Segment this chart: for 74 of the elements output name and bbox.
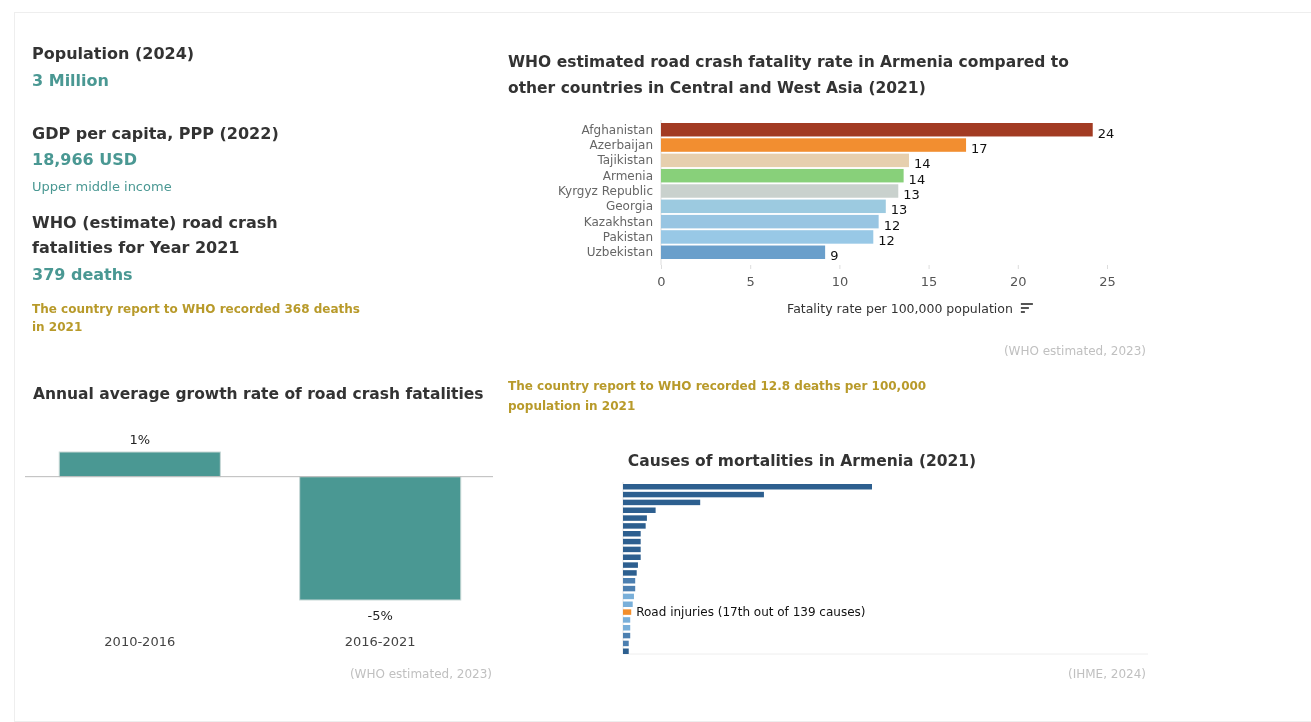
x-axis-title: Fatality rate per 100,000 population [787, 301, 1013, 316]
data-label: 13 [890, 202, 908, 218]
data-label: 12 [883, 217, 901, 233]
data-label: 17 [971, 141, 988, 157]
chart-title: Causes of mortalities in Armenia (2021) [627, 452, 977, 470]
text: GDP per capita, PPP (2022) [32, 122, 280, 145]
bar [623, 601, 633, 607]
bar [623, 578, 636, 584]
y-tick-label: Afghanistan [581, 122, 653, 137]
y-tick-label: Azerbaijan [589, 138, 653, 153]
data-label: 13 [903, 187, 920, 202]
y-tick-label: Kazakhstan [583, 214, 653, 229]
text: Population (2024) [32, 43, 196, 65]
text: (WHO estimated, 2023) [349, 667, 492, 681]
data-label: 24 [1097, 125, 1115, 141]
data-label: 12 [878, 232, 895, 248]
bar [661, 153, 909, 168]
bar [661, 138, 967, 152]
y-tick-label: Uzbekistan [586, 245, 653, 260]
x-tick-label: 20 [1010, 274, 1027, 290]
x-tick-label: 2010-2016 [104, 634, 176, 649]
x-tick-label: 15 [920, 274, 938, 290]
x-tick-label: 10 [831, 274, 849, 290]
bar [623, 554, 641, 560]
y-tick-label: Armenia [602, 168, 653, 183]
text: 3 Million [32, 69, 110, 92]
bar [623, 546, 641, 553]
bar [661, 184, 899, 198]
text: Upper middle income [32, 178, 173, 197]
bar [623, 562, 638, 568]
bar [623, 531, 641, 537]
data-label: 9 [830, 248, 839, 264]
x-tick-label: 2016-2021 [344, 634, 416, 649]
bar [623, 593, 634, 600]
y-tick-label: Georgia [605, 199, 653, 214]
data-label: 14 [913, 156, 931, 172]
bar [623, 538, 641, 545]
chart-title: Annual average growth rate of road crash fatalities [33, 385, 484, 403]
text: (IHME, 2024) [1067, 667, 1146, 681]
bar [623, 570, 637, 576]
bar [623, 609, 632, 615]
bar [661, 199, 886, 214]
bar [623, 499, 701, 506]
bar [623, 523, 646, 529]
x-tick-label: 5 [746, 274, 755, 290]
x-tick-label: 25 [1099, 274, 1116, 290]
bar [623, 484, 872, 490]
text: WHO (estimate) road crash fatalities for Year 2021 [32, 212, 279, 260]
bar [623, 648, 629, 654]
chart-title: WHO estimated road crash fatality rate in Armenia compared to other countries in Central and West Asia (2021) [508, 53, 1069, 97]
bar [623, 585, 636, 592]
bar [623, 640, 629, 647]
bar [623, 491, 764, 498]
y-tick-label: Pakistan [602, 229, 653, 244]
bar [661, 123, 1093, 137]
bar [623, 515, 647, 521]
bar [623, 617, 631, 623]
text: (WHO estimated, 2023) [1003, 344, 1146, 358]
y-tick-label: Tajikistan [596, 153, 653, 168]
data-label: 14 [908, 171, 926, 187]
text: The country report to WHO recorded 368 deaths in 2021 [32, 300, 361, 337]
bar [623, 507, 656, 513]
text: 379 deaths [32, 263, 134, 286]
y-tick-label: Road injuries (17th out of 139 causes) [636, 605, 866, 620]
text: 18,966 USD [32, 149, 139, 172]
data-label: -5% [367, 608, 393, 623]
bar [661, 230, 874, 244]
data-label: 1% [129, 432, 151, 447]
y-tick-label: Kyrgyz Republic [558, 184, 653, 198]
x-tick-label: 0 [657, 274, 666, 290]
bar [661, 214, 879, 229]
bar [661, 245, 826, 259]
text: The country report to WHO recorded 12.8 deaths per 100,000 population in 2021 [508, 379, 927, 413]
bar [661, 168, 904, 183]
